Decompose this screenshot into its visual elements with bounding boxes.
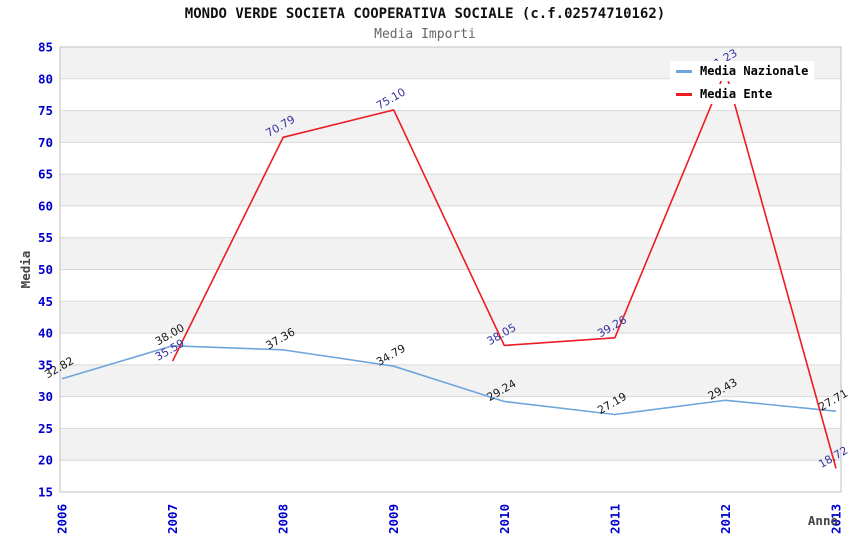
x-tick-label: 2013 — [829, 504, 844, 534]
y-tick-label: 75 — [38, 103, 53, 118]
legend-item-media-nazionale: Media Nazionale — [670, 61, 815, 81]
y-tick-label: 85 — [38, 40, 53, 55]
legend-label-media-ente: Media Ente — [700, 87, 773, 101]
y-tick-label: 60 — [38, 198, 53, 213]
grid-band — [60, 174, 841, 206]
plot-border — [59, 46, 842, 493]
legend-label-media-nazionale: Media Nazionale — [700, 64, 809, 78]
y-tick-label: 40 — [38, 326, 53, 341]
grid-band — [60, 396, 841, 429]
y-tick-label: 55 — [38, 230, 53, 245]
y-tick-label: 35 — [38, 357, 53, 372]
grid-band — [60, 428, 841, 461]
x-tick-label: 2006 — [55, 504, 70, 534]
chart-title: MONDO VERDE SOCIETA COOPERATIVA SOCIALE … — [184, 6, 666, 22]
x-tick-label: 2008 — [276, 504, 291, 534]
y-tick-label: 45 — [38, 294, 53, 309]
grid-band — [60, 110, 841, 143]
y-tick-label: 65 — [38, 167, 53, 182]
x-tick-label: 2009 — [386, 504, 401, 534]
grid-band — [60, 460, 841, 492]
grid-band — [60, 364, 841, 397]
legend-item-media-ente: Media Ente — [670, 84, 779, 104]
y-tick-label: 70 — [38, 135, 53, 150]
media-ente-line-swatch-icon — [676, 92, 692, 96]
y-axis-title: Media — [18, 251, 33, 289]
line-media-nazionale — [61, 344, 837, 416]
x-tick-label: 2010 — [497, 504, 512, 534]
grid-band — [60, 142, 841, 175]
y-tick-label: 50 — [38, 262, 53, 277]
grid-band — [60, 237, 841, 270]
x-axis-title: Anno — [808, 513, 838, 528]
y-tick-label: 25 — [38, 421, 53, 436]
grid-band — [60, 301, 841, 334]
legend: Media Nazionale Media Ente — [670, 61, 815, 104]
grid-band — [60, 269, 841, 302]
y-tick-label: 30 — [38, 389, 53, 404]
grid-band — [60, 333, 841, 365]
x-tick-label: 2011 — [607, 504, 622, 534]
y-tick-label: 15 — [38, 485, 53, 500]
y-tick-label: 80 — [38, 71, 53, 86]
media-nazionale-line-swatch-icon — [676, 69, 692, 73]
grid-band — [60, 205, 841, 238]
x-tick-label: 2007 — [165, 504, 180, 534]
y-tick-label: 20 — [38, 453, 53, 468]
chart-subtitle: Media Importi — [374, 27, 476, 42]
x-tick-label: 2012 — [718, 504, 733, 534]
